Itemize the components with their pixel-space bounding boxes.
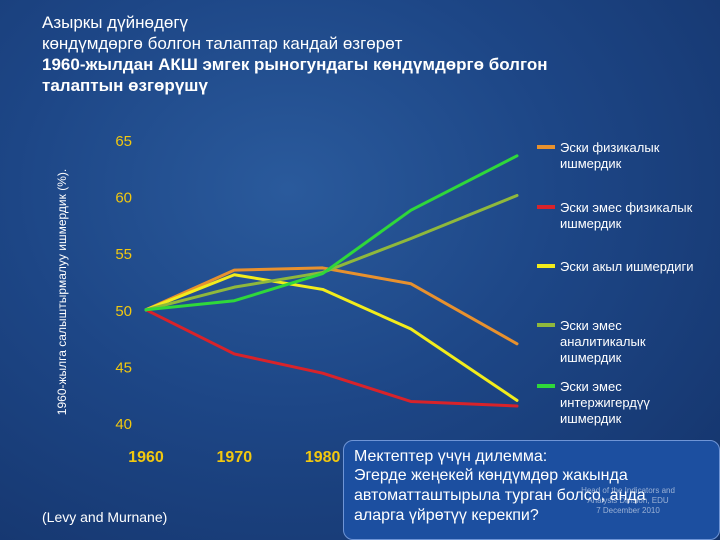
legend-label: Эски эмес интержигердүү ишмердик xyxy=(560,379,650,426)
y-tick-label: 50 xyxy=(115,303,132,320)
x-tick-label: 1970 xyxy=(217,449,253,466)
legend-label-line: ишмердик xyxy=(560,216,622,231)
legend-label: Эски эмес аналитикалык ишмердик xyxy=(560,318,646,365)
y-tick-label: 65 xyxy=(115,133,132,150)
series-line-3 xyxy=(144,273,519,402)
title-line-1: Азыркы дүйнөдөгү xyxy=(42,13,189,32)
callout-line-2: автоматташтырыла турган болсо, анда xyxy=(354,487,646,504)
legend-label-line: Эски эмес xyxy=(560,379,622,394)
x-tick-label: 1980 xyxy=(305,449,341,466)
legend-label-line: ишмердик xyxy=(560,350,622,365)
legend-label: Эски эмес физикалык ишмердик xyxy=(560,200,693,231)
legend-label-line: интержигердүү xyxy=(560,395,650,410)
legend-label: Эски физикалык ишмердик xyxy=(560,140,660,171)
series-line-5 xyxy=(144,154,519,312)
watermark: Head of the Indicators and Analysis Divi… xyxy=(578,486,678,516)
legend-label-line: Эски эмес xyxy=(560,318,622,333)
title-line-3: 1960-жылдан АКШ эмгек рыногундагы көндүм… xyxy=(42,55,548,74)
legend-label-line: ишмердик xyxy=(560,156,622,171)
watermark-line-1: Head of the Indicators and xyxy=(581,486,675,495)
series-line-1 xyxy=(144,266,519,346)
callout-headline: Мектептер үчүн дилемма: xyxy=(354,448,548,465)
callout-line-3: аларга үйрөтүү керекпи? xyxy=(354,507,539,524)
y-tick-label: 60 xyxy=(115,190,132,207)
legend-label-line: ишмердик xyxy=(560,411,622,426)
source-citation: (Levy and Murnane) xyxy=(42,509,168,525)
callout-line-1: Эгерде жеңекей көндүмдөр жакында xyxy=(354,467,628,484)
watermark-line-3: 7 December 2010 xyxy=(596,506,660,515)
legend-label: Эски акыл ишмердиги xyxy=(560,259,694,274)
legend-label-line: Эски акыл ишмердиги xyxy=(560,259,694,274)
series-line-2 xyxy=(144,308,519,408)
legend-label-line: аналитикалык xyxy=(560,334,646,349)
chart-title: Азыркы дүйнөдөгү көндүмдөргө болгон тала… xyxy=(42,12,682,96)
legend-label-line: Эски физикалык xyxy=(560,140,660,155)
dilemma-callout: Мектептер үчүн дилемма: Эгерде жеңекей к… xyxy=(343,440,720,540)
x-tick-label: 1960 xyxy=(128,449,164,466)
title-line-2: көндүмдөргө болгон талаптар кандай өзгөр… xyxy=(42,34,403,53)
watermark-line-2: Analysis Division, EDU xyxy=(587,496,669,505)
legend-label-line: Эски эмес физикалык xyxy=(560,200,693,215)
y-tick-label: 45 xyxy=(115,359,132,376)
y-tick-label: 55 xyxy=(115,246,132,263)
title-line-4: талаптын өзгөрүшү xyxy=(42,76,208,95)
y-tick-label: 40 xyxy=(115,416,132,433)
